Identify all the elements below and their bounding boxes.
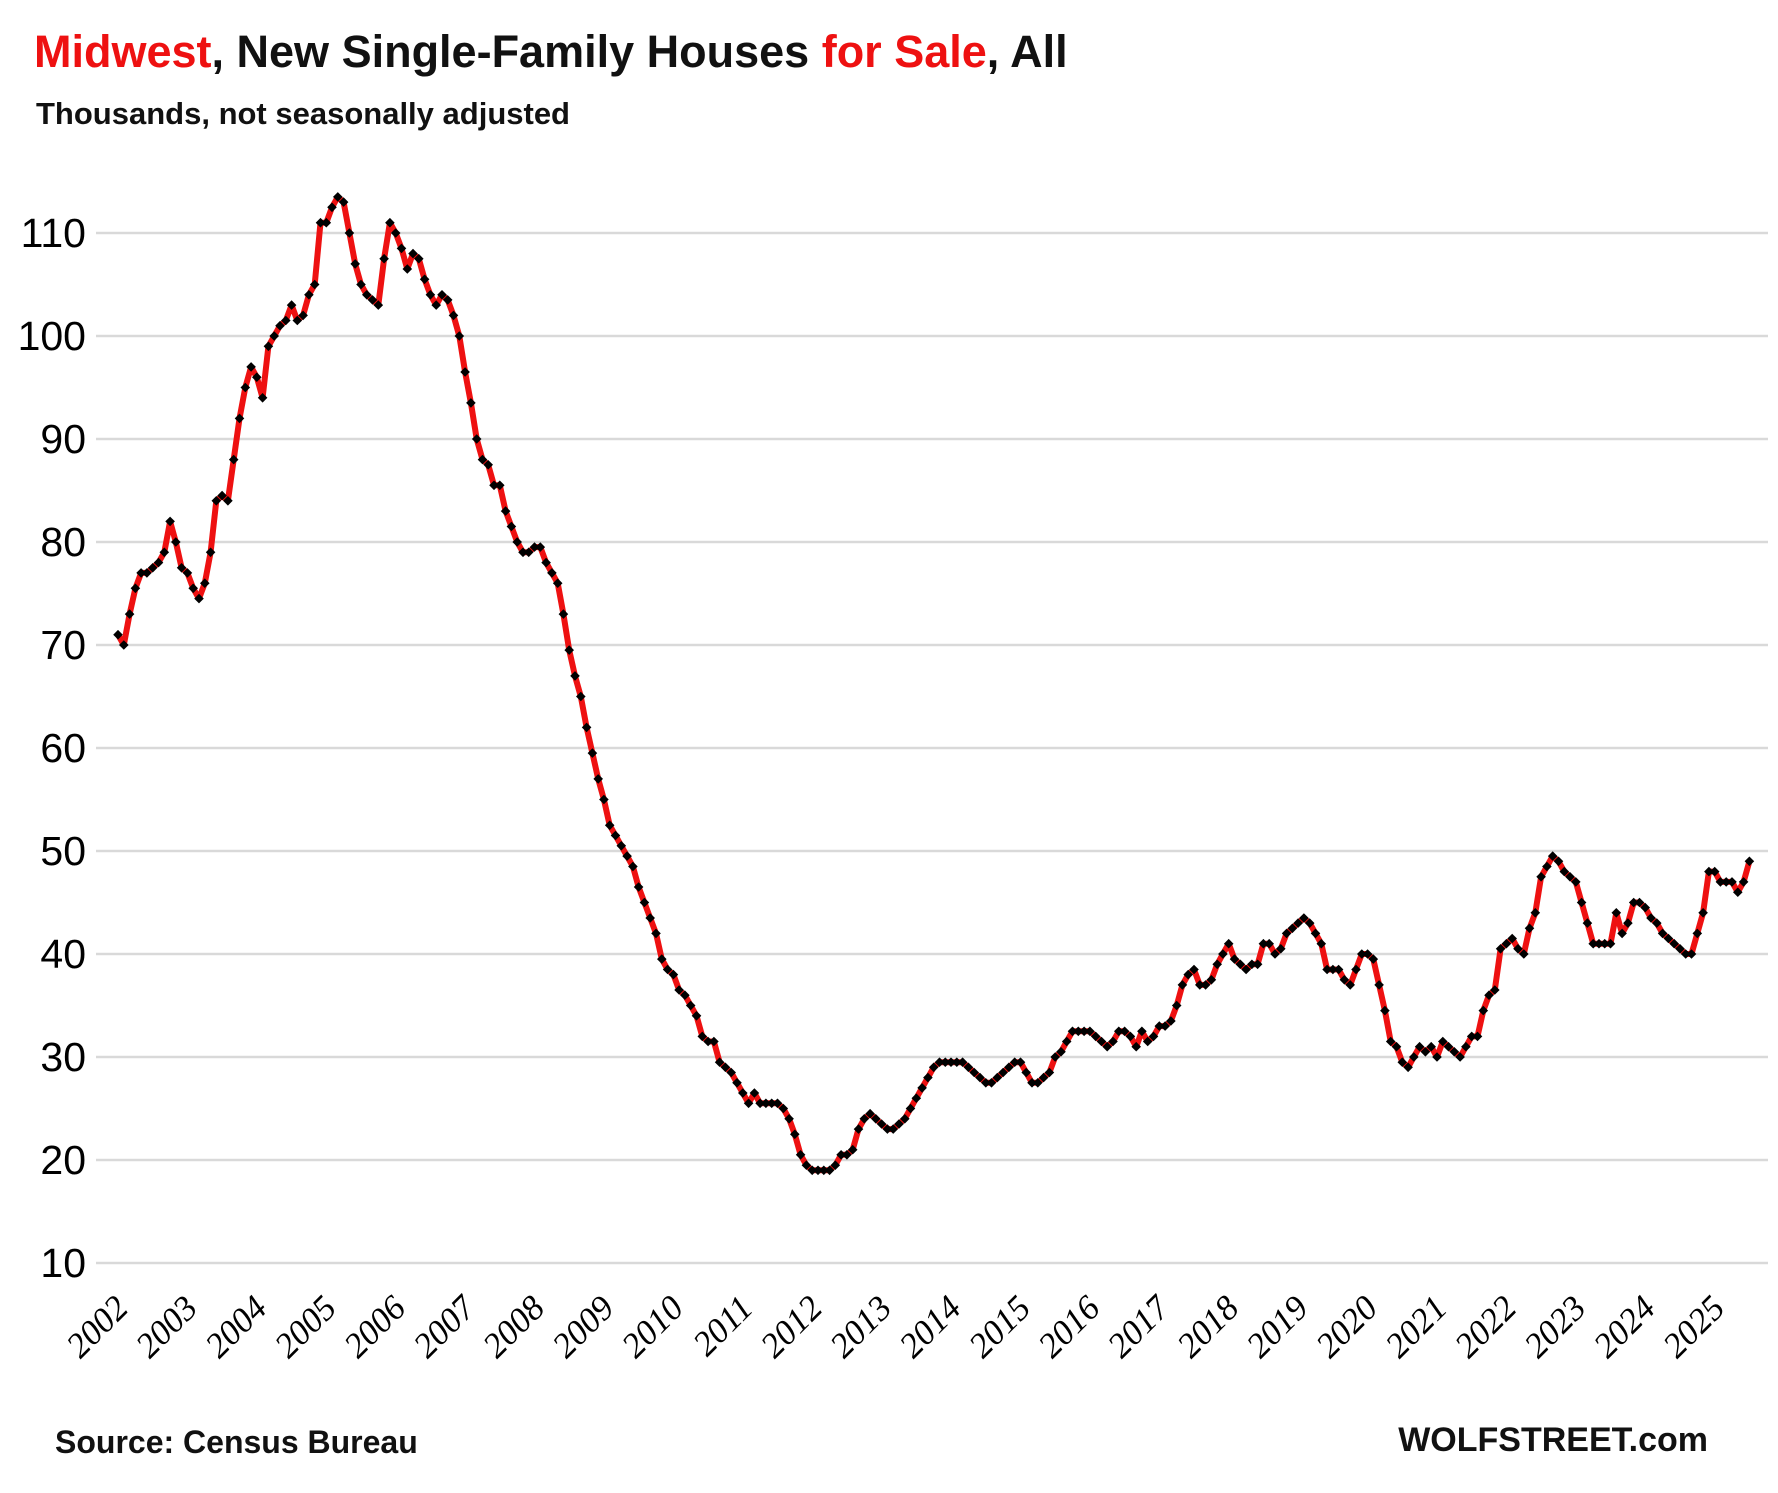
y-tick-label: 70: [40, 622, 86, 668]
x-tick-label: 2018: [1169, 1288, 1246, 1365]
x-tick-label: 2020: [1308, 1288, 1385, 1365]
y-tick-label: 100: [18, 313, 86, 359]
x-tick-label: 2016: [1030, 1288, 1107, 1365]
y-tick-label: 30: [40, 1034, 86, 1080]
x-tick-label: 2009: [545, 1288, 622, 1365]
y-tick-label: 90: [40, 416, 86, 462]
series-line: [115, 193, 1753, 1174]
y-axis-labels: 10 20 30 40 50 60 70 80 90 100 110: [18, 210, 86, 1286]
y-tick-label: 20: [40, 1137, 86, 1183]
x-tick-label: 2024: [1586, 1288, 1663, 1365]
x-tick-label: 2004: [197, 1288, 274, 1365]
y-tick-label: 40: [40, 931, 86, 977]
x-tick-label: 2006: [336, 1288, 413, 1365]
x-tick-label: 2002: [59, 1288, 136, 1365]
chart-title-region: Midwest: [34, 26, 212, 77]
chart-subtitle: Thousands, not seasonally adjusted: [36, 96, 570, 131]
y-tick-label: 10: [40, 1240, 86, 1286]
y-tick-label: 60: [40, 725, 86, 771]
gridlines: [96, 231, 1768, 1265]
x-tick-label: 2005: [267, 1288, 344, 1365]
x-tick-label: 2022: [1447, 1288, 1524, 1365]
x-tick-label: 2008: [475, 1288, 552, 1365]
y-tick-label: 80: [40, 519, 86, 565]
x-tick-label: 2010: [614, 1288, 691, 1365]
x-tick-label: 2013: [822, 1288, 899, 1365]
y-tick-label: 110: [21, 210, 86, 256]
chart-title-suffix: , All: [986, 26, 1068, 77]
x-tick-label: 2023: [1516, 1288, 1593, 1365]
x-tick-label: 2011: [685, 1288, 760, 1363]
x-tick-label: 2019: [1239, 1288, 1316, 1365]
x-tick-label: 2012: [753, 1288, 830, 1365]
x-tick-label: 2007: [406, 1287, 484, 1365]
series-markers: [113, 192, 1755, 1176]
x-tick-label: 2017: [1100, 1287, 1178, 1365]
x-tick-label: 2021: [1378, 1288, 1455, 1365]
x-axis-labels: 2002200320042005200620072008200920102011…: [59, 1287, 1733, 1365]
wolfstreet-watermark: WOLFSTREET.com: [1398, 1421, 1708, 1459]
x-tick-label: 2025: [1655, 1288, 1732, 1365]
chart-title-for-sale: for Sale: [821, 26, 987, 77]
chart-title-main: , New Single-Family Houses: [211, 26, 822, 77]
x-tick-label: 2015: [961, 1288, 1038, 1365]
source-note: Source: Census Bureau: [55, 1424, 418, 1460]
x-tick-label: 2003: [128, 1288, 205, 1365]
chart-title: Midwest, New Single-Family Houses for Sa…: [34, 26, 1068, 78]
x-tick-label: 2014: [892, 1288, 969, 1365]
y-tick-label: 50: [40, 828, 86, 874]
